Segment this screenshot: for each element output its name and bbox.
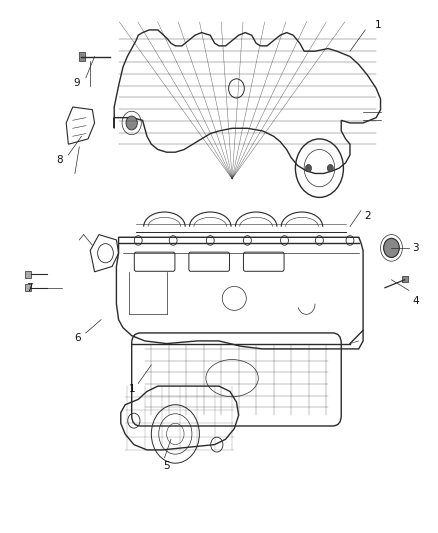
Circle shape — [305, 165, 311, 172]
Text: 8: 8 — [57, 155, 63, 165]
Circle shape — [126, 116, 138, 130]
FancyBboxPatch shape — [79, 52, 85, 61]
Text: 5: 5 — [163, 461, 170, 471]
Text: 2: 2 — [364, 211, 371, 221]
FancyBboxPatch shape — [25, 271, 31, 278]
Circle shape — [384, 238, 399, 257]
Text: 1: 1 — [128, 384, 135, 394]
Text: 1: 1 — [375, 20, 381, 30]
Text: 3: 3 — [412, 243, 419, 253]
Text: 6: 6 — [74, 333, 81, 343]
Text: 9: 9 — [74, 78, 81, 88]
Text: 4: 4 — [412, 296, 419, 306]
FancyBboxPatch shape — [403, 276, 408, 282]
FancyBboxPatch shape — [25, 284, 31, 292]
Text: 7: 7 — [26, 283, 32, 293]
Circle shape — [327, 165, 333, 172]
